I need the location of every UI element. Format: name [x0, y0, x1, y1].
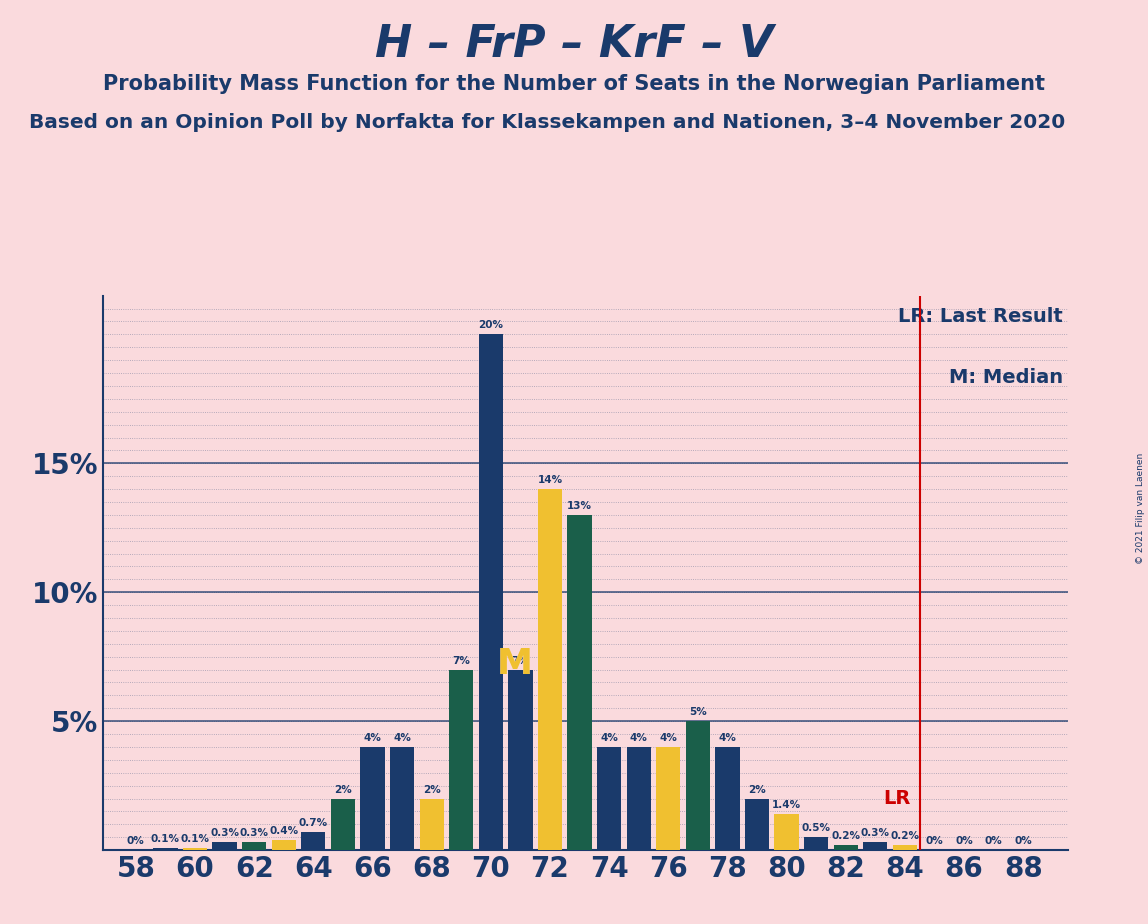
- Text: 0.3%: 0.3%: [240, 829, 269, 838]
- Text: 0%: 0%: [925, 836, 944, 846]
- Text: M: M: [496, 648, 533, 681]
- Bar: [715, 747, 739, 850]
- Bar: [627, 747, 651, 850]
- Bar: [272, 840, 296, 850]
- Text: 4%: 4%: [630, 733, 647, 743]
- Bar: [804, 837, 829, 850]
- Text: 20%: 20%: [479, 321, 503, 331]
- Bar: [479, 334, 503, 850]
- Text: 0%: 0%: [127, 836, 145, 846]
- Text: Probability Mass Function for the Number of Seats in the Norwegian Parliament: Probability Mass Function for the Number…: [103, 74, 1045, 94]
- Bar: [863, 843, 887, 850]
- Text: 0.3%: 0.3%: [210, 829, 239, 838]
- Text: 0.1%: 0.1%: [180, 833, 210, 844]
- Bar: [509, 670, 533, 850]
- Text: 4%: 4%: [364, 733, 381, 743]
- Text: 13%: 13%: [567, 501, 592, 511]
- Text: 4%: 4%: [659, 733, 677, 743]
- Text: H – FrP – KrF – V: H – FrP – KrF – V: [374, 23, 774, 67]
- Text: 7%: 7%: [512, 656, 529, 665]
- Bar: [390, 747, 414, 850]
- Text: 2%: 2%: [748, 784, 766, 795]
- Bar: [360, 747, 385, 850]
- Bar: [538, 489, 563, 850]
- Text: 0.7%: 0.7%: [298, 818, 328, 828]
- Text: 2%: 2%: [422, 784, 441, 795]
- Bar: [183, 847, 207, 850]
- Text: 0%: 0%: [1015, 836, 1032, 846]
- Text: 2%: 2%: [334, 784, 351, 795]
- Bar: [331, 798, 355, 850]
- Text: 1.4%: 1.4%: [773, 800, 801, 810]
- Text: 4%: 4%: [393, 733, 411, 743]
- Text: M: Median: M: Median: [948, 368, 1063, 387]
- Bar: [597, 747, 621, 850]
- Text: Based on an Opinion Poll by Norfakta for Klassekampen and Nationen, 3–4 November: Based on an Opinion Poll by Norfakta for…: [29, 113, 1065, 132]
- Text: 0%: 0%: [955, 836, 974, 846]
- Bar: [745, 798, 769, 850]
- Bar: [775, 814, 799, 850]
- Bar: [567, 515, 591, 850]
- Text: 0.2%: 0.2%: [831, 831, 860, 841]
- Bar: [212, 843, 236, 850]
- Text: 0.5%: 0.5%: [801, 823, 831, 833]
- Bar: [419, 798, 444, 850]
- Text: 5%: 5%: [689, 707, 707, 717]
- Text: 0.4%: 0.4%: [269, 826, 298, 836]
- Bar: [657, 747, 681, 850]
- Text: M: M: [496, 648, 533, 681]
- Text: 0.2%: 0.2%: [891, 831, 920, 841]
- Bar: [301, 832, 326, 850]
- Bar: [449, 670, 473, 850]
- Bar: [893, 845, 917, 850]
- Bar: [154, 847, 178, 850]
- Bar: [685, 721, 709, 850]
- Bar: [833, 845, 858, 850]
- Text: 4%: 4%: [600, 733, 618, 743]
- Text: LR: LR: [884, 789, 910, 808]
- Bar: [242, 843, 266, 850]
- Text: 7%: 7%: [452, 656, 471, 665]
- Text: © 2021 Filip van Laenen: © 2021 Filip van Laenen: [1135, 453, 1145, 564]
- Text: 0%: 0%: [985, 836, 1002, 846]
- Text: 14%: 14%: [537, 475, 563, 485]
- Text: LR: Last Result: LR: Last Result: [898, 307, 1063, 326]
- Text: 0.3%: 0.3%: [861, 829, 890, 838]
- Text: 0.1%: 0.1%: [150, 833, 180, 844]
- Text: 4%: 4%: [719, 733, 736, 743]
